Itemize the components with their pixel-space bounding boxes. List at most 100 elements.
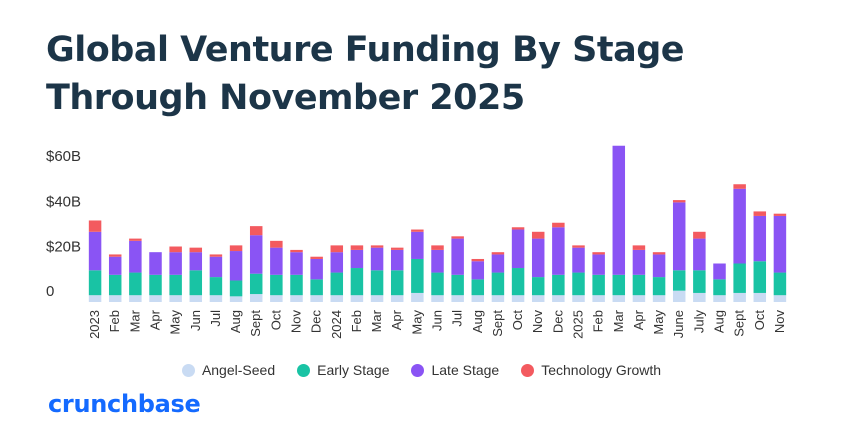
bar-segment-late-stage[interactable] (713, 263, 726, 280)
bar-stack[interactable] (491, 252, 505, 302)
bar-segment-early-stage[interactable] (632, 274, 646, 296)
bar-stack[interactable] (169, 246, 182, 302)
bar-segment-angel-seed[interactable] (511, 295, 525, 302)
bar-stack[interactable] (713, 263, 726, 303)
bar-segment-late-stage[interactable] (270, 247, 283, 275)
bar-segment-angel-seed[interactable] (552, 295, 565, 302)
bar-segment-technology-growth[interactable] (572, 245, 585, 248)
crunchbase-logo[interactable]: crunchbase (48, 390, 201, 418)
bar-segment-late-stage[interactable] (471, 261, 485, 280)
bar-segment-early-stage[interactable] (592, 274, 605, 296)
bar-segment-late-stage[interactable] (652, 254, 666, 278)
bar-segment-technology-growth[interactable] (411, 229, 424, 232)
bar-segment-angel-seed[interactable] (572, 295, 585, 302)
bar-segment-early-stage[interactable] (189, 270, 203, 296)
bar-segment-late-stage[interactable] (169, 252, 182, 275)
bar-segment-technology-growth[interactable] (471, 258, 485, 262)
bar-segment-early-stage[interactable] (270, 274, 283, 296)
legend-item-angel-seed[interactable]: Angel-Seed (181, 362, 275, 378)
bar-segment-early-stage[interactable] (491, 272, 505, 296)
bar-segment-early-stage[interactable] (149, 274, 162, 296)
bar-segment-early-stage[interactable] (249, 273, 263, 295)
bar-segment-early-stage[interactable] (713, 279, 726, 296)
bar-segment-technology-growth[interactable] (652, 252, 666, 255)
bar-segment-early-stage[interactable] (169, 274, 182, 296)
bar-segment-technology-growth[interactable] (270, 240, 283, 248)
bar-segment-angel-seed[interactable] (330, 295, 344, 302)
bar-segment-angel-seed[interactable] (411, 292, 424, 302)
bar-segment-angel-seed[interactable] (88, 295, 102, 302)
bar-segment-early-stage[interactable] (330, 272, 344, 296)
bar-segment-late-stage[interactable] (290, 252, 303, 275)
bar-segment-technology-growth[interactable] (370, 245, 384, 248)
bar-segment-angel-seed[interactable] (612, 295, 626, 302)
bar-segment-early-stage[interactable] (451, 274, 464, 296)
bar-segment-technology-growth[interactable] (209, 254, 223, 257)
bar-segment-angel-seed[interactable] (693, 292, 706, 302)
bar-segment-late-stage[interactable] (632, 249, 646, 275)
bar-stack[interactable] (592, 252, 605, 302)
bar-segment-angel-seed[interactable] (350, 295, 364, 302)
bar-segment-early-stage[interactable] (471, 279, 485, 296)
legend-item-technology-growth[interactable]: Technology Growth (521, 362, 661, 378)
bar-stack[interactable] (411, 229, 424, 302)
bar-segment-late-stage[interactable] (350, 249, 364, 269)
bar-stack[interactable] (753, 211, 767, 302)
bar-segment-late-stage[interactable] (491, 254, 505, 273)
bar-segment-early-stage[interactable] (209, 277, 223, 296)
bar-segment-early-stage[interactable] (88, 270, 102, 296)
bar-segment-technology-growth[interactable] (552, 222, 565, 228)
bar-segment-early-stage[interactable] (652, 277, 666, 296)
bar-stack[interactable] (572, 245, 585, 302)
bar-segment-technology-growth[interactable] (531, 231, 545, 239)
bar-segment-late-stage[interactable] (149, 252, 162, 275)
bar-segment-angel-seed[interactable] (310, 295, 323, 302)
bar-segment-technology-growth[interactable] (330, 245, 344, 253)
bar-segment-technology-growth[interactable] (350, 245, 364, 250)
bar-segment-late-stage[interactable] (310, 258, 323, 280)
bar-segment-angel-seed[interactable] (773, 295, 787, 302)
bar-segment-early-stage[interactable] (350, 268, 364, 296)
bar-segment-late-stage[interactable] (693, 238, 706, 271)
bar-stack[interactable] (149, 252, 162, 302)
bar-stack[interactable] (189, 247, 203, 302)
bar-segment-late-stage[interactable] (451, 238, 464, 275)
bar-segment-late-stage[interactable] (431, 249, 444, 273)
bar-segment-technology-growth[interactable] (189, 247, 203, 253)
bar-segment-late-stage[interactable] (572, 247, 585, 273)
bar-segment-late-stage[interactable] (733, 188, 746, 264)
bar-segment-angel-seed[interactable] (149, 295, 162, 302)
bar-segment-technology-growth[interactable] (491, 252, 505, 255)
bar-segment-angel-seed[interactable] (129, 295, 142, 302)
bar-segment-technology-growth[interactable] (693, 231, 706, 239)
bar-segment-early-stage[interactable] (612, 274, 626, 296)
bar-segment-early-stage[interactable] (370, 270, 384, 296)
bar-segment-angel-seed[interactable] (169, 295, 182, 302)
bar-stack[interactable] (451, 236, 464, 302)
bar-segment-late-stage[interactable] (753, 215, 767, 262)
bar-segment-early-stage[interactable] (552, 274, 565, 296)
bar-segment-early-stage[interactable] (290, 274, 303, 296)
bar-stack[interactable] (773, 213, 787, 302)
bar-segment-early-stage[interactable] (411, 258, 424, 293)
bar-stack[interactable] (370, 245, 384, 302)
bar-stack[interactable] (431, 245, 444, 302)
bar-stack[interactable] (693, 231, 706, 302)
bar-stack[interactable] (270, 240, 283, 302)
bar-segment-early-stage[interactable] (431, 272, 444, 296)
bar-segment-technology-growth[interactable] (511, 227, 525, 230)
bar-segment-early-stage[interactable] (733, 263, 746, 293)
bar-stack[interactable] (652, 252, 666, 302)
bar-segment-angel-seed[interactable] (431, 295, 444, 302)
bar-segment-late-stage[interactable] (531, 238, 545, 278)
bar-segment-technology-growth[interactable] (169, 246, 182, 253)
bar-stack[interactable] (209, 254, 223, 302)
bar-segment-angel-seed[interactable] (451, 295, 464, 302)
bar-stack[interactable] (310, 256, 323, 302)
bar-segment-late-stage[interactable] (129, 240, 142, 273)
bar-segment-early-stage[interactable] (511, 268, 525, 296)
bar-segment-early-stage[interactable] (531, 277, 545, 296)
bar-segment-early-stage[interactable] (129, 272, 142, 296)
bar-segment-technology-growth[interactable] (310, 256, 323, 259)
bar-segment-late-stage[interactable] (592, 254, 605, 275)
